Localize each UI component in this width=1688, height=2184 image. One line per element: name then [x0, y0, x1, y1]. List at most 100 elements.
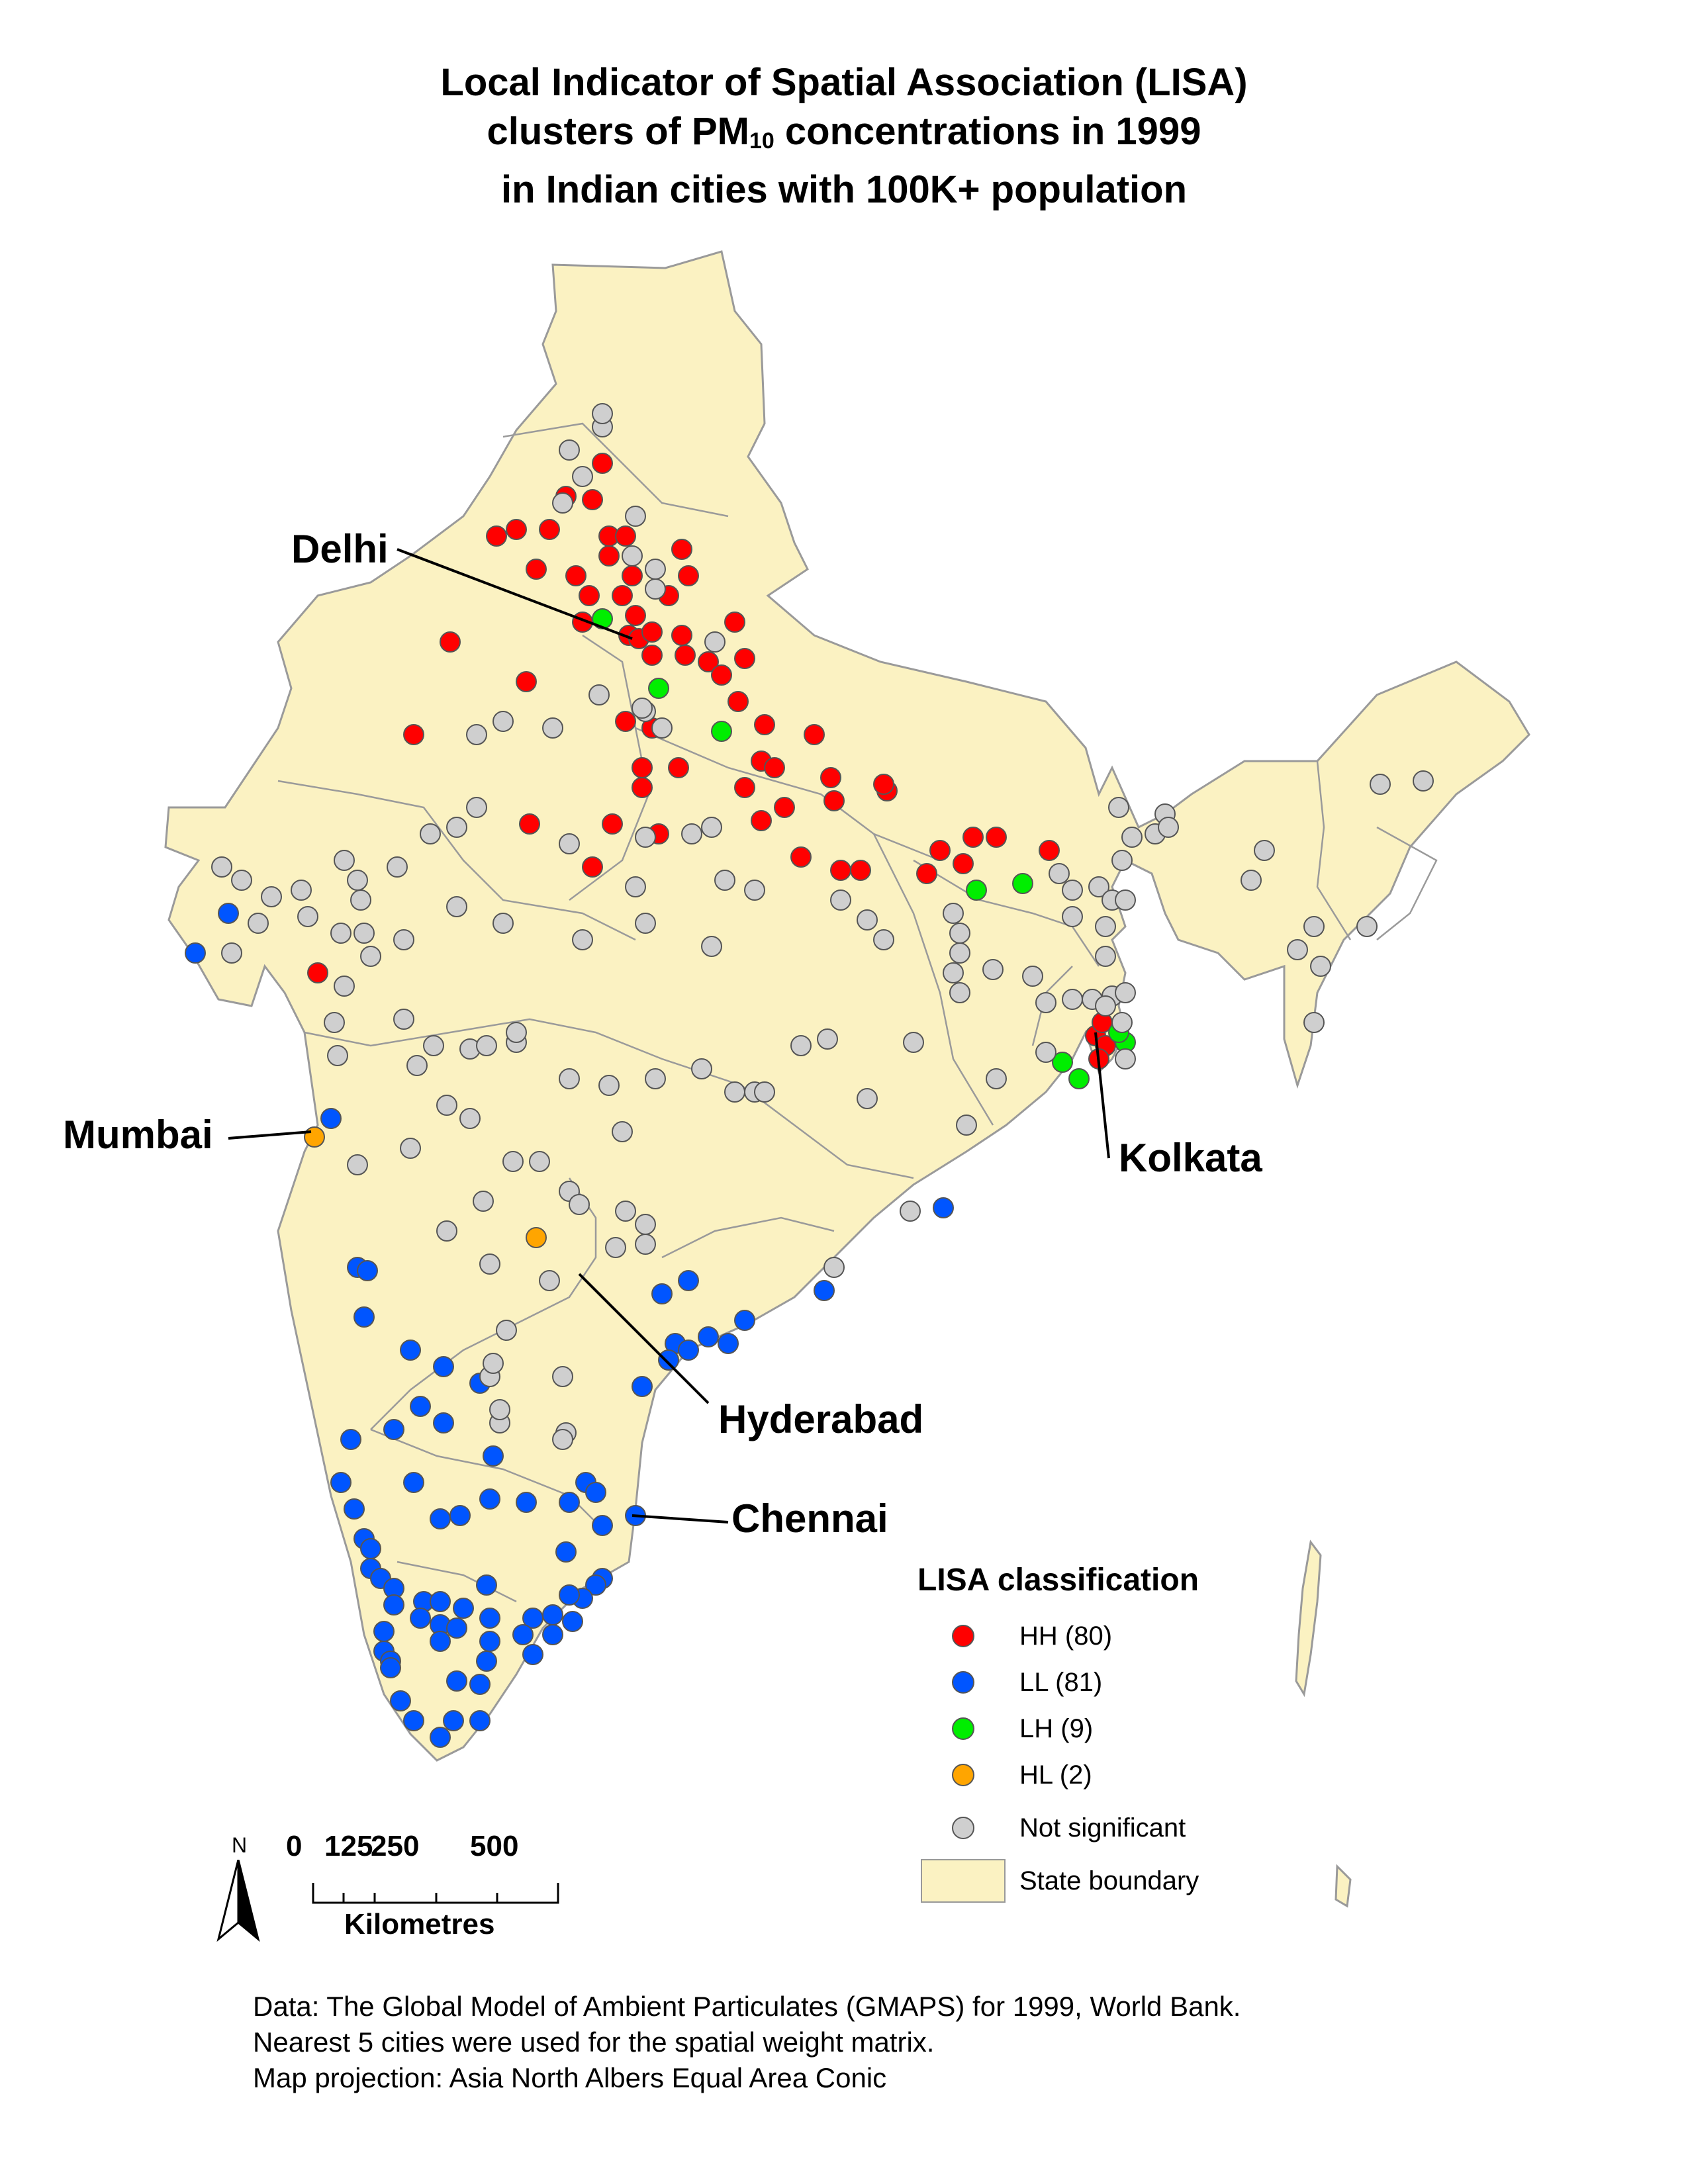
city-point: [327, 1045, 348, 1066]
label-chennai: Chennai: [731, 1496, 888, 1541]
scale-line-icon: [312, 1883, 559, 1904]
city-point: [423, 1035, 444, 1056]
city-point: [698, 651, 719, 672]
city-point: [612, 1121, 633, 1142]
city-point: [569, 1194, 590, 1215]
city-point: [539, 1270, 560, 1291]
city-point: [625, 876, 646, 897]
city-point: [622, 565, 643, 586]
city-point: [817, 1028, 838, 1050]
city-point: [519, 813, 540, 835]
city-point: [1022, 966, 1043, 987]
legend-item-hl: HL (2): [907, 1752, 1370, 1798]
city-point: [602, 813, 623, 835]
city-point: [393, 1009, 414, 1030]
city-point: [1115, 1048, 1136, 1069]
scale-tick-250: 250: [371, 1830, 420, 1862]
city-point: [330, 1472, 352, 1493]
scale-unit: Kilometres: [344, 1908, 495, 1940]
city-point: [598, 1075, 620, 1096]
city-point: [489, 1399, 510, 1420]
city-point: [823, 1257, 845, 1278]
city-point: [430, 1727, 451, 1748]
city-point: [453, 1598, 474, 1619]
credits: Data: The Global Model of Ambient Partic…: [253, 1989, 1241, 2096]
city-point: [446, 1617, 467, 1639]
scale-tick-0: 0: [286, 1830, 303, 1862]
city-point: [466, 724, 487, 745]
city-point: [486, 525, 507, 547]
city-point: [645, 1068, 666, 1089]
city-point: [261, 886, 282, 907]
city-point: [823, 790, 845, 811]
city-point: [1356, 916, 1378, 937]
city-point: [645, 559, 666, 580]
city-point: [443, 1710, 464, 1731]
city-point: [1095, 916, 1116, 937]
city-point: [585, 1482, 606, 1503]
scale-tick-500: 500: [470, 1830, 519, 1862]
city-point: [949, 923, 970, 944]
legend-label-ll: LL (81): [1019, 1667, 1103, 1697]
city-point: [297, 906, 318, 927]
city-point: [678, 1270, 699, 1291]
city-point: [1039, 840, 1060, 861]
city-point: [632, 1376, 653, 1397]
city-point: [390, 1690, 411, 1711]
city-point: [933, 1197, 954, 1218]
city-point: [691, 1058, 712, 1079]
city-point: [641, 645, 663, 666]
hl-dot-icon: [952, 1764, 974, 1786]
city-point: [900, 1201, 921, 1222]
city-point: [383, 1594, 404, 1615]
city-point: [1062, 989, 1083, 1010]
city-point: [476, 1035, 497, 1056]
city-point: [734, 777, 755, 798]
state-boundary-swatch-icon: [921, 1859, 1006, 1903]
city-point: [1254, 840, 1275, 861]
city-point: [469, 1674, 491, 1695]
city-point: [1310, 956, 1331, 977]
city-point: [483, 1445, 504, 1467]
legend-label-not-significant: Not significant: [1019, 1813, 1186, 1843]
city-point: [579, 585, 600, 606]
map-title: Local Indicator of Spatial Association (…: [0, 58, 1688, 214]
city-point: [1095, 995, 1116, 1017]
city-point: [671, 539, 692, 560]
city-point: [651, 1283, 673, 1304]
city-point: [552, 492, 573, 514]
city-point: [479, 1488, 500, 1510]
city-point: [516, 1492, 537, 1513]
city-point: [615, 1201, 636, 1222]
city-point: [711, 721, 732, 742]
city-point: [221, 942, 242, 964]
city-point: [658, 1349, 679, 1371]
scale-bar: 0 125 250 500 Kilometres: [218, 1830, 616, 1962]
city-point: [479, 1608, 500, 1629]
city-point: [582, 489, 603, 510]
city-point: [559, 833, 580, 854]
city-point: [304, 1126, 325, 1148]
city-point: [1012, 873, 1033, 894]
city-point: [668, 757, 689, 778]
city-point: [681, 823, 702, 844]
city-point: [353, 923, 375, 944]
city-point: [552, 1366, 573, 1387]
city-point: [724, 1081, 745, 1103]
city-point: [615, 525, 636, 547]
city-point: [774, 797, 795, 818]
city-point: [635, 913, 656, 934]
legend-item-hh: HH (80): [907, 1613, 1370, 1659]
city-point: [506, 1022, 527, 1043]
city-point: [873, 774, 894, 795]
city-point: [1111, 1012, 1133, 1033]
city-point: [632, 777, 653, 798]
city-point: [671, 625, 692, 646]
city-point: [446, 1670, 467, 1692]
city-point: [492, 913, 514, 934]
city-point: [592, 1515, 613, 1536]
city-point: [466, 797, 487, 818]
legend: LISA classification HH (80) LL (81) LH (…: [907, 1562, 1370, 1911]
city-point: [622, 545, 643, 567]
